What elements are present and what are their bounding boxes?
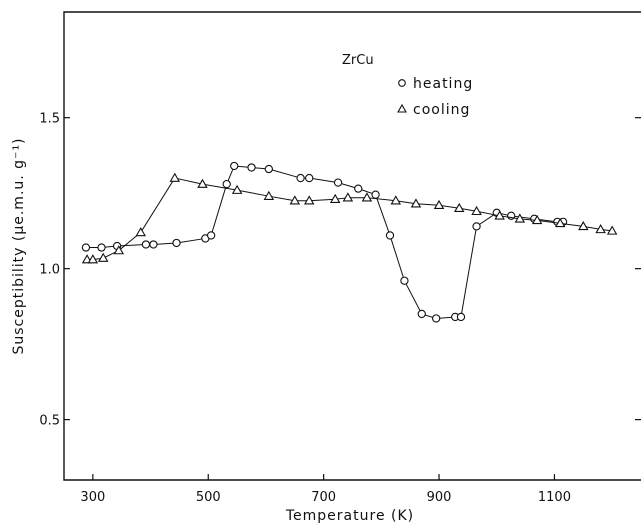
- data-point-heating: [333, 178, 343, 187]
- data-point-cooling: [231, 184, 243, 194]
- data-point-cooling: [289, 195, 301, 205]
- x-tick-label: 700: [311, 490, 336, 505]
- y-tick-label: 0.5: [39, 414, 60, 429]
- data-point-heating: [172, 238, 181, 248]
- legend-label: cooling: [413, 102, 470, 118]
- data-point-heating: [141, 240, 151, 249]
- data-point-cooling: [361, 192, 373, 202]
- data-point-cooling: [197, 178, 208, 188]
- data-point-cooling: [494, 210, 505, 220]
- data-point-cooling: [578, 220, 589, 231]
- x-tick-label: 900: [427, 490, 452, 505]
- data-point-heating: [247, 163, 256, 172]
- data-point-cooling: [113, 245, 125, 255]
- x-axis-title: Temperature (K): [285, 508, 414, 524]
- x-tick-label: 500: [196, 490, 221, 505]
- y-axis-title: Susceptibility (µe.m.u. g⁻¹): [11, 137, 27, 354]
- legend-marker-circle: [398, 79, 406, 87]
- data-point-cooling: [514, 213, 526, 223]
- legend-item-cooling: cooling: [397, 102, 470, 118]
- data-point-heating: [371, 190, 380, 199]
- data-point-cooling: [410, 198, 422, 208]
- data-point-heating: [305, 173, 314, 183]
- data-point-cooling: [97, 252, 109, 262]
- data-point-cooling: [531, 214, 543, 225]
- data-point-heating: [149, 240, 158, 249]
- data-point-heating: [385, 231, 395, 240]
- data-point-cooling: [595, 223, 606, 234]
- data-point-heating: [206, 231, 216, 240]
- data-point-cooling: [471, 205, 482, 216]
- data-point-heating: [230, 161, 239, 171]
- data-point-cooling: [263, 190, 275, 200]
- legend-item-heating: heating: [398, 76, 473, 92]
- data-point-cooling: [342, 192, 354, 202]
- data-point-heating: [97, 243, 106, 252]
- data-point-heating: [432, 314, 441, 323]
- x-tick-label: 1100: [538, 490, 571, 505]
- data-point-cooling: [87, 254, 99, 264]
- data-point-cooling: [169, 172, 181, 182]
- data-point-cooling: [606, 225, 618, 235]
- data-point-heating: [400, 276, 409, 285]
- data-point-heating: [417, 309, 426, 319]
- chart-title: ZrCu: [342, 53, 374, 68]
- data-point-heating: [296, 173, 305, 183]
- data-point-heating: [81, 243, 91, 252]
- data-point-heating: [354, 184, 363, 193]
- plot-frame: [63, 11, 641, 481]
- data-point-heating: [456, 312, 466, 322]
- data-point-heating: [264, 164, 273, 174]
- data-point-cooling: [303, 195, 315, 205]
- series-line-heating: [85, 165, 564, 319]
- legend-marker-triangle: [397, 103, 407, 113]
- y-tick-label: 1.5: [39, 112, 60, 127]
- data-point-cooling: [329, 193, 341, 203]
- y-tick-label: 1.0: [39, 263, 60, 278]
- data-point-cooling: [453, 202, 465, 213]
- data-point-cooling: [433, 199, 445, 210]
- series-cooling: [81, 172, 618, 264]
- data-point-cooling: [135, 227, 146, 237]
- data-point-heating: [222, 179, 231, 189]
- legend-label: heating: [413, 76, 473, 92]
- x-tick-label: 300: [80, 490, 105, 505]
- series-heating: [81, 161, 568, 323]
- data-point-heating: [472, 222, 481, 231]
- data-point-cooling: [390, 195, 402, 205]
- data-point-cooling: [554, 217, 566, 228]
